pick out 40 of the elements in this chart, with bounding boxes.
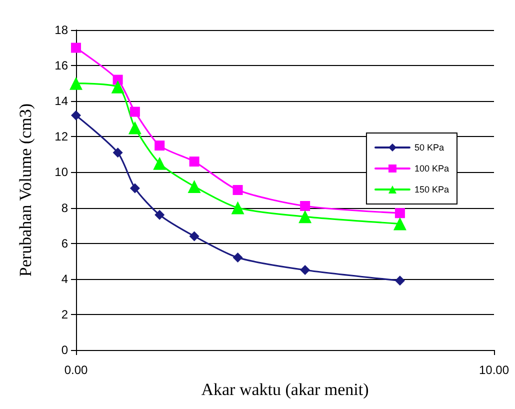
point: [153, 156, 166, 170]
point: [300, 201, 310, 211]
y-tick-label: 6: [61, 236, 68, 250]
legend-label: 150 KPa: [414, 184, 450, 194]
x-tick-label: 10.00: [478, 363, 510, 377]
point: [71, 110, 81, 120]
point: [71, 42, 81, 53]
point: [154, 140, 165, 151]
point: [189, 156, 200, 167]
y-tick-label: 16: [54, 58, 68, 73]
point: [232, 185, 243, 195]
point: [130, 183, 140, 194]
point: [112, 148, 123, 158]
legend-label: 50 KPa: [414, 142, 444, 152]
point: [394, 208, 405, 218]
x-axis-title: Akar waktu (akar menit): [201, 380, 369, 399]
point: [128, 121, 142, 134]
point: [188, 180, 201, 193]
point: [298, 210, 312, 224]
point: [300, 265, 310, 275]
y-tick-label: 10: [54, 165, 68, 180]
y-tick-label: 12: [54, 130, 68, 144]
y-tick-label: 0: [61, 343, 68, 357]
y-tick-label: 18: [54, 23, 68, 37]
y-tick-label: 14: [54, 94, 68, 108]
point: [189, 231, 200, 242]
y-tick-label: 2: [61, 307, 68, 322]
y-tick-label: 8: [61, 200, 68, 215]
y-axis-title: Perubahan Volume (cm3): [16, 103, 35, 277]
x-tick-label: 0.00: [64, 363, 88, 377]
y-tick-label: 4: [61, 272, 68, 286]
point: [231, 201, 244, 214]
point: [70, 76, 82, 90]
point: [232, 252, 243, 263]
point: [393, 217, 406, 230]
point: [394, 276, 405, 286]
point: [111, 80, 124, 94]
point: [130, 106, 140, 117]
legend-label: 100 KPa: [414, 164, 450, 174]
point: [154, 210, 165, 220]
